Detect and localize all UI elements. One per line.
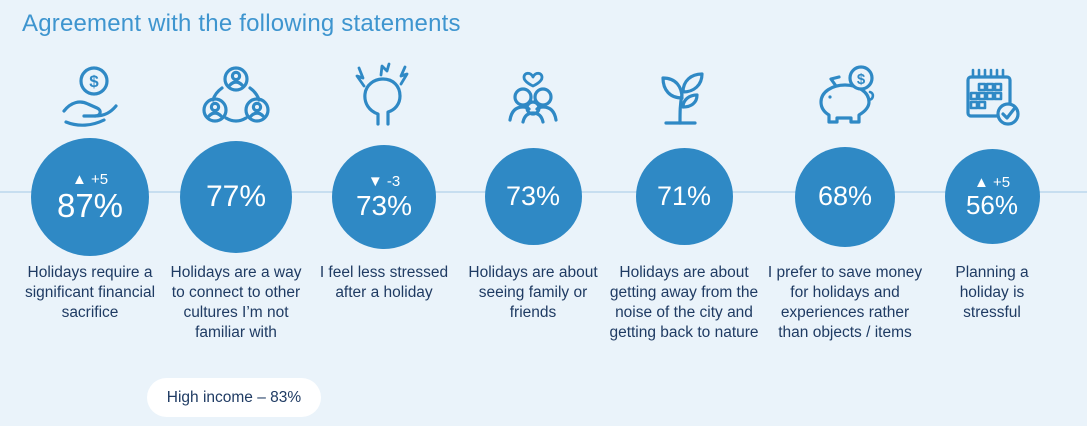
percentage-value: 56%	[965, 190, 1019, 221]
percentage-circle: 68%	[795, 147, 895, 247]
statement-column-connect-cultures: 77% Holidays are a way to connect to oth…	[151, 60, 321, 400]
percentage-value: 73%	[505, 180, 561, 211]
percentage-circle: ▲ +5 87%	[31, 138, 149, 256]
statement-column-save-money: $ 68% I prefer to save money for holiday…	[760, 60, 930, 400]
change-indicator: ▲ +5	[71, 170, 109, 188]
statement-column-less-stressed: ▼ -3 73% I feel less stressed after a ho…	[299, 60, 469, 400]
statement-text: Holidays require a significant financial…	[24, 264, 156, 322]
statement-text: I prefer to save money for holidays and …	[767, 264, 923, 342]
change-indicator: ▼ -3	[367, 173, 401, 191]
percentage-circle: 77%	[180, 141, 292, 253]
people-network-icon	[151, 60, 321, 136]
percentage-value: 68%	[817, 181, 873, 212]
percentage-value: 77%	[205, 179, 267, 213]
piggy-bank-icon: $	[760, 60, 930, 136]
statement-text: Holidays are about getting away from the…	[609, 264, 759, 342]
hand-coin-icon: $	[5, 60, 175, 136]
family-heart-icon	[448, 60, 618, 136]
change-indicator: ▲ +5	[973, 173, 1011, 191]
statement-column-back-to-nature: 71% Holidays are about getting away from…	[599, 60, 769, 400]
statement-text: Holidays are about seeing family or frie…	[468, 264, 598, 322]
statement-column-financial-sacrifice: $ ▲ +5 87% Holidays require a significan…	[5, 60, 175, 400]
calendar-check-icon	[907, 60, 1077, 136]
percentage-circle: 73%	[484, 148, 582, 245]
plant-sprout-icon	[599, 60, 769, 136]
statement-text: I feel less stressed after a holiday	[319, 264, 449, 302]
stressed-head-icon	[299, 60, 469, 136]
svg-text:$: $	[857, 71, 866, 88]
percentage-circle: ▼ -3 73%	[332, 145, 436, 249]
percentage-circle: ▲ +5 56%	[944, 149, 1040, 244]
statement-column-planning-stressful: ▲ +5 56% Planning a holiday is stressful	[907, 60, 1077, 400]
statement-column-family-friends: 73% Holidays are about seeing family or …	[448, 60, 618, 400]
high-income-annotation-pill: High income – 83%	[147, 378, 321, 417]
statement-text: Holidays are a way to connect to other c…	[170, 264, 302, 342]
percentage-circle: 71%	[635, 148, 733, 245]
percentage-value: 73%	[355, 189, 413, 221]
percentage-value: 71%	[656, 180, 712, 211]
statement-text: Planning a holiday is stressful	[955, 264, 1029, 322]
svg-text:$: $	[89, 72, 99, 91]
page-title: Agreement with the following statements	[22, 10, 461, 37]
percentage-value: 87%	[56, 186, 124, 224]
